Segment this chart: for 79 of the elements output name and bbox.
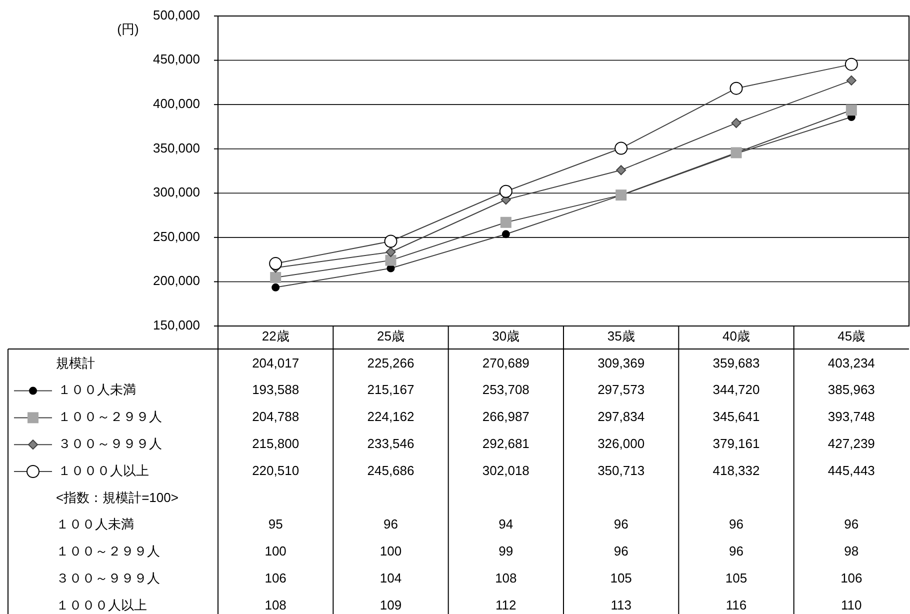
text: 98 bbox=[844, 544, 859, 559]
data-label: 215,167 bbox=[367, 382, 414, 398]
text: 99 bbox=[498, 544, 514, 559]
legend-label: １０００人以上 bbox=[58, 462, 149, 478]
data-label: 326,000 bbox=[598, 436, 645, 452]
legend-label: １００～２９９人 bbox=[58, 409, 162, 424]
legend-label: ３００～９９９人 bbox=[58, 436, 162, 452]
text: 225,266 bbox=[367, 355, 414, 370]
y-tick-label: 350,000 bbox=[153, 140, 200, 156]
text: １００～２９９人 bbox=[56, 544, 160, 559]
text: 108 bbox=[264, 597, 286, 612]
data-label: 215,800 bbox=[252, 436, 300, 452]
data-label: 220,510 bbox=[252, 462, 300, 478]
x-tick-label: 25歳 bbox=[377, 328, 404, 344]
y-tick-label: 200,000 bbox=[153, 273, 200, 288]
text: 403,234 bbox=[828, 355, 875, 370]
data-label: 418,332 bbox=[712, 462, 760, 478]
text: 96 bbox=[384, 516, 398, 532]
legend-label: １００人未満 bbox=[58, 382, 136, 398]
text: 116 bbox=[726, 597, 747, 612]
data-label: 266,987 bbox=[482, 409, 530, 424]
text: １００人未満 bbox=[56, 516, 134, 532]
data-label: 297,834 bbox=[598, 409, 645, 424]
text: 106 bbox=[264, 570, 286, 586]
text: 100 bbox=[380, 544, 402, 559]
text: 105 bbox=[610, 570, 632, 586]
text: 105 bbox=[725, 570, 748, 586]
data-label: 385,963 bbox=[828, 382, 875, 398]
x-tick-label: 35歳 bbox=[607, 328, 635, 344]
data-label: 204,788 bbox=[252, 409, 300, 424]
x-tick-label: 40歳 bbox=[722, 328, 750, 344]
y-axis-title: (円) bbox=[117, 21, 139, 36]
text: 96 bbox=[729, 516, 744, 532]
text: 96 bbox=[844, 516, 859, 532]
data-label: 253,708 bbox=[482, 382, 530, 398]
data-label: 350,713 bbox=[598, 462, 645, 478]
x-tick-label: 22歳 bbox=[262, 328, 290, 344]
data-label: 427,239 bbox=[828, 436, 875, 452]
text: 108 bbox=[495, 570, 517, 586]
data-label: 224,162 bbox=[367, 409, 414, 424]
data-label: 297,573 bbox=[598, 382, 645, 398]
text: 96 bbox=[614, 544, 628, 559]
data-label: 292,681 bbox=[482, 436, 530, 452]
text: 規模計 bbox=[56, 355, 95, 370]
text: 112 bbox=[496, 597, 516, 612]
text: ３００～９９９人 bbox=[56, 570, 160, 586]
data-label: 445,443 bbox=[828, 462, 875, 478]
text: 270,689 bbox=[482, 355, 530, 370]
text: １０００人以上 bbox=[56, 597, 147, 612]
y-tick-label: 500,000 bbox=[153, 7, 200, 22]
text: 100 bbox=[264, 544, 286, 559]
y-tick-label: 400,000 bbox=[153, 96, 200, 112]
text: 94 bbox=[498, 516, 514, 532]
data-label: 379,161 bbox=[712, 436, 760, 452]
text: 113 bbox=[610, 597, 632, 612]
y-tick-label: 300,000 bbox=[153, 184, 200, 200]
text: 106 bbox=[840, 570, 862, 586]
y-tick-label: 450,000 bbox=[153, 52, 200, 67]
data-label: 302,018 bbox=[482, 462, 530, 478]
x-tick-label: 45歳 bbox=[838, 328, 866, 344]
text: 359,683 bbox=[712, 355, 760, 370]
data-label: 193,588 bbox=[252, 382, 300, 398]
y-tick-label: 150,000 bbox=[153, 317, 200, 332]
data-label: 233,546 bbox=[367, 436, 414, 452]
text: 204,017 bbox=[252, 355, 300, 370]
text: 96 bbox=[729, 544, 744, 559]
text: 104 bbox=[380, 570, 402, 586]
data-label: 344,720 bbox=[712, 382, 760, 398]
text: <指数：規模計=100> bbox=[56, 490, 178, 505]
text: 110 bbox=[841, 597, 862, 612]
text: 309,369 bbox=[598, 355, 645, 370]
text: 96 bbox=[614, 516, 628, 532]
y-tick-label: 250,000 bbox=[153, 228, 200, 244]
data-label: 345,641 bbox=[712, 409, 760, 424]
x-tick-label: 30歳 bbox=[492, 328, 520, 344]
text: 109 bbox=[380, 597, 402, 612]
data-label: 245,686 bbox=[367, 462, 414, 478]
data-label: 393,748 bbox=[828, 409, 875, 424]
text: 95 bbox=[268, 516, 283, 532]
